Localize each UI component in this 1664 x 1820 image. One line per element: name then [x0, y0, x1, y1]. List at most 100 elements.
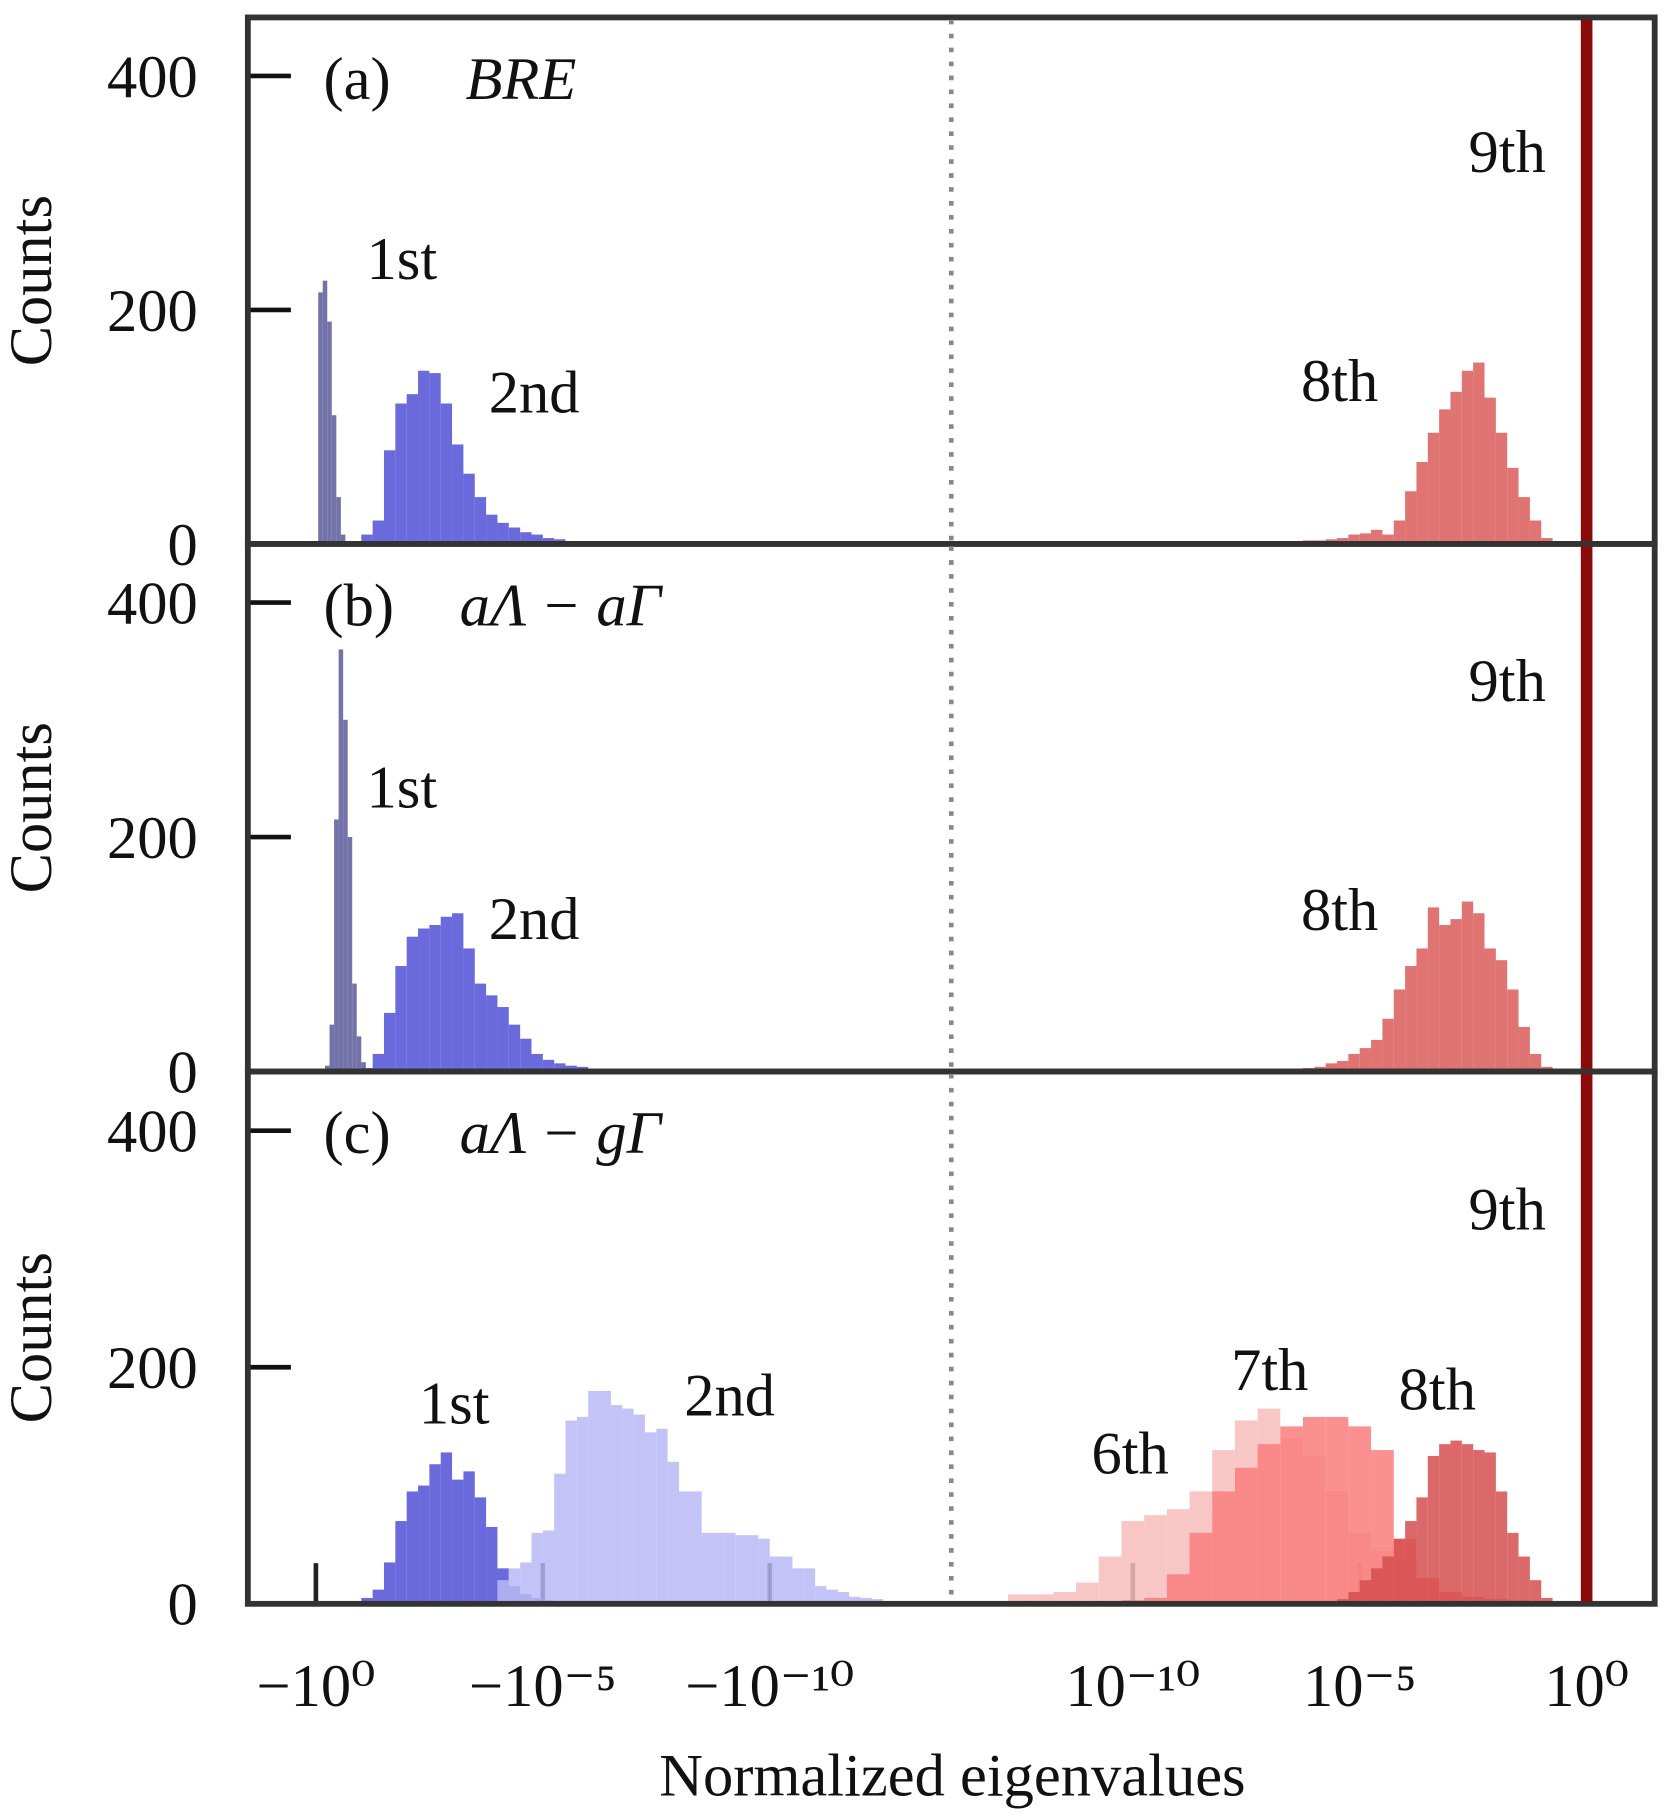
bar	[318, 292, 323, 544]
bar	[474, 983, 487, 1072]
bar	[1337, 1060, 1349, 1072]
bar	[1541, 538, 1553, 544]
bar	[497, 1007, 509, 1072]
y-tick-label: 400	[107, 570, 198, 637]
x-tick-label: −10⁰	[256, 1653, 375, 1720]
bar	[1450, 1440, 1462, 1604]
bar	[395, 1521, 407, 1604]
bar	[1439, 924, 1451, 1072]
bar	[542, 1530, 555, 1604]
bar	[713, 1532, 725, 1604]
bar	[701, 1532, 714, 1604]
x-tick-label: 10⁻¹⁰	[1065, 1653, 1200, 1720]
bar	[334, 819, 339, 1072]
bar	[1359, 533, 1372, 544]
bar	[1529, 1053, 1542, 1072]
bar	[1076, 1582, 1099, 1604]
bar	[758, 1538, 770, 1604]
bar	[520, 1562, 532, 1604]
bar	[815, 1586, 827, 1604]
bar	[361, 534, 373, 544]
bar	[361, 1597, 373, 1604]
bar	[336, 497, 341, 544]
bar	[1325, 1416, 1349, 1604]
panel-label: (a)	[323, 46, 390, 113]
bar	[1234, 1467, 1258, 1604]
bar	[497, 522, 509, 544]
series-label: 2nd	[489, 360, 580, 427]
bar	[383, 450, 396, 544]
bar	[440, 1452, 453, 1604]
bar	[588, 1390, 600, 1604]
bar	[576, 1416, 589, 1604]
bar	[1450, 919, 1462, 1072]
series-label: 8th	[1301, 877, 1378, 944]
bar	[1518, 1026, 1530, 1072]
bar	[1529, 1580, 1542, 1604]
bar	[340, 534, 346, 544]
y-tick-label: 400	[107, 44, 198, 111]
bar	[486, 995, 498, 1072]
bar	[1337, 538, 1349, 544]
bar	[372, 1589, 384, 1604]
bar	[1405, 1521, 1417, 1604]
bar	[1518, 497, 1530, 544]
bar	[1495, 960, 1508, 1072]
bar	[474, 1497, 487, 1604]
bar	[644, 1432, 657, 1604]
bar	[1393, 520, 1406, 544]
y-axis-label: Counts	[0, 1252, 65, 1423]
bar	[735, 1535, 748, 1604]
bar	[1495, 1491, 1508, 1604]
bar	[531, 1532, 543, 1604]
y-tick-label: 0	[168, 512, 198, 579]
bar	[747, 1535, 759, 1604]
bar	[1473, 913, 1485, 1072]
panel-model: BRE	[465, 46, 576, 113]
bar	[1007, 1594, 1031, 1604]
bar	[554, 1063, 566, 1072]
bar	[383, 1562, 396, 1604]
bar	[1359, 1048, 1372, 1072]
bar	[1189, 1532, 1213, 1604]
bar	[1461, 370, 1474, 544]
y-tick-label: 200	[107, 1335, 198, 1402]
y-tick-label: 0	[168, 1572, 198, 1639]
bar	[372, 520, 384, 544]
bar	[849, 1596, 861, 1604]
bar	[656, 1428, 668, 1604]
bar	[826, 1589, 838, 1604]
bar	[1507, 989, 1519, 1072]
bar	[769, 1556, 782, 1604]
bar	[395, 966, 407, 1072]
bar	[520, 1038, 532, 1072]
x-axis-label: Normalized eigenvalues	[659, 1743, 1245, 1810]
bar	[792, 1568, 804, 1604]
bar	[1405, 966, 1417, 1072]
bar	[508, 1568, 521, 1604]
bar	[1484, 1452, 1496, 1604]
bar	[474, 497, 487, 544]
series-label: 7th	[1231, 1337, 1308, 1404]
bar	[1450, 391, 1462, 544]
bar	[1484, 397, 1496, 544]
series-label: 8th	[1301, 348, 1378, 415]
bar	[1484, 948, 1496, 1072]
bar	[1461, 1444, 1474, 1604]
bar	[1473, 362, 1485, 544]
bar	[1348, 1426, 1372, 1604]
series-label: 1st	[367, 755, 438, 822]
bar	[452, 1479, 464, 1604]
y-tick-label: 400	[107, 1099, 198, 1166]
x-tick-label: 10⁰	[1544, 1653, 1629, 1720]
series-label: 9th	[1469, 119, 1546, 186]
bar	[1541, 1597, 1553, 1604]
bar	[497, 1580, 509, 1604]
y-tick-label: 0	[168, 1039, 198, 1106]
bar	[418, 1485, 430, 1604]
bar	[542, 538, 555, 544]
bar	[383, 1012, 396, 1072]
bar	[324, 1065, 330, 1072]
series-label: 6th	[1091, 1421, 1168, 1488]
